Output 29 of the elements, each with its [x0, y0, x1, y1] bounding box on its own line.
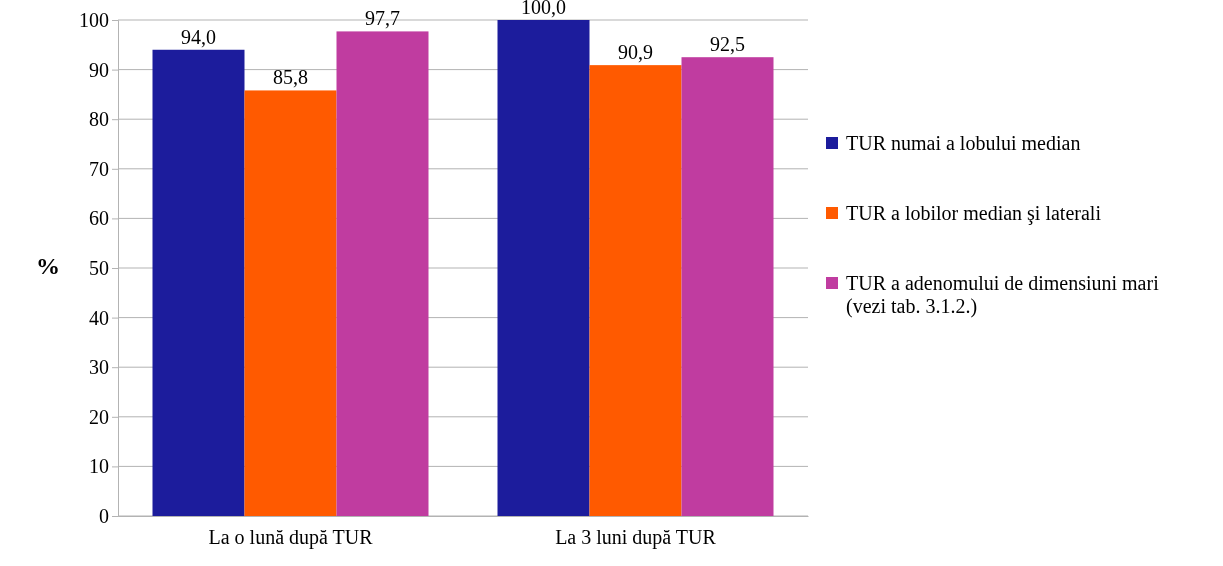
- x-tick-label: La 3 luni după TUR: [555, 526, 717, 550]
- data-label: 85,8: [273, 66, 308, 89]
- data-label: 97,7: [365, 7, 400, 30]
- legend-label: TUR a lobilor median şi laterali: [846, 202, 1102, 225]
- data-label: 92,5: [710, 33, 745, 56]
- bar: [336, 31, 429, 516]
- data-label: 100,0: [521, 0, 566, 18]
- bar: [681, 57, 774, 516]
- bar: [497, 20, 590, 516]
- y-tick-label: 100: [79, 8, 109, 31]
- y-tick-label: 60: [89, 207, 109, 230]
- bar: [152, 49, 245, 516]
- bar: [244, 90, 337, 516]
- legend-label: TUR numai a lobului median: [846, 132, 1081, 154]
- y-tick-label: 70: [89, 157, 109, 180]
- y-tick-label: 50: [89, 256, 109, 279]
- legend-label: TUR a adenomului de dimensiuni mari (vezi tab. 3.1.2.): [846, 272, 1160, 318]
- y-tick-label: 90: [89, 58, 109, 81]
- bar: [589, 65, 682, 516]
- data-label: 94,0: [181, 25, 216, 48]
- y-tick-label: 40: [89, 306, 109, 329]
- y-tick-label: 80: [89, 108, 109, 131]
- y-axis-title: %: [36, 252, 60, 279]
- y-tick-label: 20: [89, 405, 109, 428]
- x-tick-label: La o lună după TUR: [208, 526, 374, 550]
- data-label: 90,9: [618, 41, 653, 64]
- y-tick-label: 30: [89, 356, 109, 379]
- y-tick-label: 10: [89, 455, 109, 478]
- y-tick-label: 0: [99, 504, 109, 527]
